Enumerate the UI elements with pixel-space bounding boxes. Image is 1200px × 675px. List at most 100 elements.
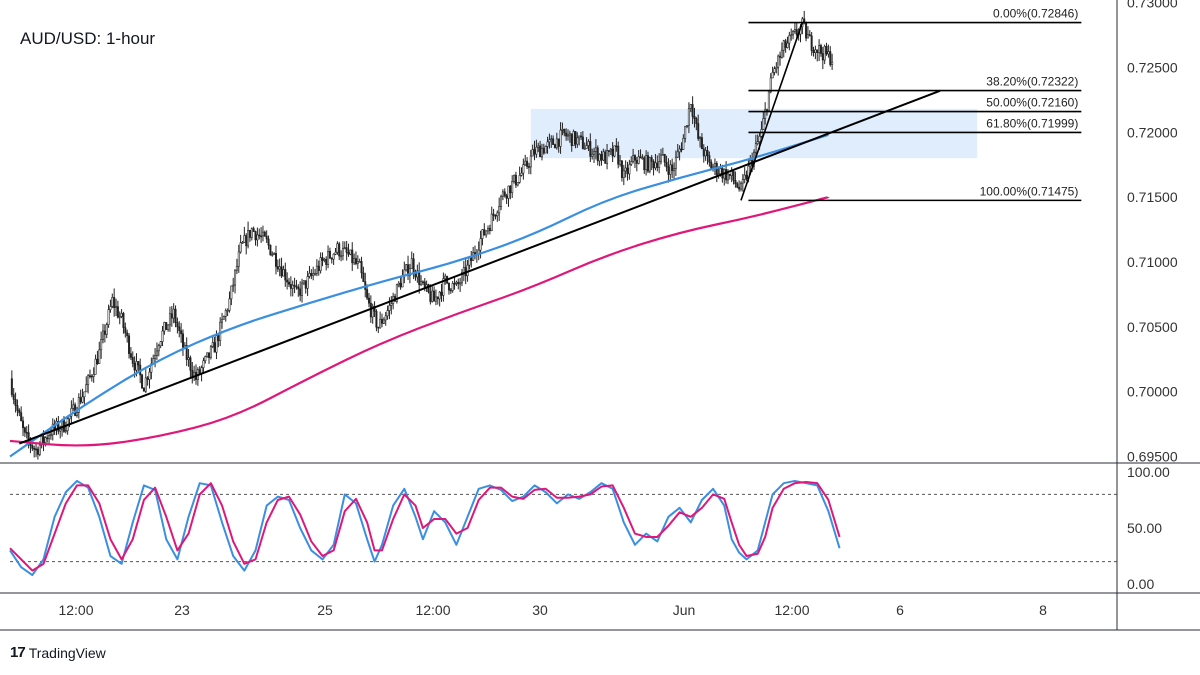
candle-body <box>591 153 594 157</box>
candle <box>806 26 809 39</box>
candle <box>299 281 302 302</box>
candle-body <box>397 282 400 286</box>
candle-body <box>513 174 516 182</box>
candle-body <box>204 356 207 362</box>
candle-body <box>829 51 832 65</box>
candle <box>524 154 527 167</box>
candle-body <box>341 247 344 257</box>
candle-body <box>509 185 512 194</box>
candle <box>501 189 504 201</box>
candle-body <box>745 174 748 180</box>
candle-body <box>743 174 746 180</box>
ascending-trendline <box>18 89 941 445</box>
candle-body <box>514 174 517 186</box>
candle <box>431 286 434 303</box>
candle <box>341 241 344 261</box>
candle <box>196 367 199 386</box>
candle-body <box>267 238 270 246</box>
candle-body <box>773 68 776 73</box>
candle-body <box>695 118 698 124</box>
candle-body <box>161 330 164 342</box>
candle <box>825 42 828 56</box>
candle-body <box>90 375 93 378</box>
candle-body <box>284 269 287 281</box>
candle-body <box>12 394 15 400</box>
candle-body <box>25 431 28 434</box>
candle-body <box>328 250 331 259</box>
candle <box>829 46 832 67</box>
candle-body <box>479 238 482 251</box>
candle-body <box>176 322 179 328</box>
candle <box>522 158 525 180</box>
candle-body <box>235 265 238 271</box>
candle <box>566 129 569 141</box>
candle-body <box>399 282 402 288</box>
candle <box>129 347 132 361</box>
candle-body <box>607 150 610 152</box>
candle <box>228 291 231 313</box>
candle-body <box>580 135 583 138</box>
candle-body <box>689 104 692 109</box>
candle-body <box>494 215 497 217</box>
candle-body <box>120 313 123 317</box>
candle-body <box>247 229 250 247</box>
candle <box>103 324 106 343</box>
candle <box>539 140 542 158</box>
candle <box>81 388 84 404</box>
candle <box>440 283 443 302</box>
candle <box>234 269 237 294</box>
candle <box>565 128 568 141</box>
candle <box>362 266 365 283</box>
candle-body <box>148 371 151 380</box>
candle <box>379 311 382 329</box>
candle <box>312 266 315 281</box>
candle <box>115 298 118 317</box>
candle <box>206 352 209 358</box>
candle-body <box>553 144 556 149</box>
candle <box>500 194 503 211</box>
candle <box>403 261 406 284</box>
candle <box>600 150 603 166</box>
candle-body <box>594 147 597 152</box>
candle-body <box>500 195 503 207</box>
candle-body <box>412 258 415 273</box>
candle <box>630 156 633 167</box>
candle <box>284 262 287 287</box>
candle-body <box>524 160 527 165</box>
candle <box>276 259 279 272</box>
price-tick-label: 0.72500 <box>1127 59 1178 75</box>
candle <box>689 103 692 113</box>
candle-body <box>587 141 590 146</box>
candle <box>581 131 584 150</box>
candle-body <box>561 128 564 131</box>
candle <box>514 171 517 189</box>
candle-body <box>503 191 506 197</box>
candle-body <box>671 164 674 171</box>
candle <box>686 125 689 129</box>
candle-body <box>650 157 653 162</box>
candle-body <box>648 157 651 172</box>
candle <box>142 387 145 392</box>
candle-body <box>633 155 636 161</box>
candle-body <box>423 281 426 288</box>
candle <box>185 337 188 366</box>
candle <box>544 145 547 154</box>
candle-body <box>769 77 772 93</box>
candle-body <box>483 229 486 236</box>
candle <box>827 44 830 58</box>
candle-body <box>49 434 52 437</box>
candle <box>823 44 826 65</box>
candle <box>418 262 421 294</box>
candle-body <box>819 45 822 54</box>
candle <box>302 280 305 286</box>
candle <box>673 162 676 180</box>
candle <box>509 185 512 200</box>
candle-body <box>100 339 103 351</box>
candle-body <box>280 266 283 277</box>
candle-body <box>581 136 584 149</box>
candle-body <box>401 275 404 288</box>
candle-body <box>702 148 705 157</box>
time-tick-label: 25 <box>317 602 333 618</box>
candle <box>111 293 114 309</box>
